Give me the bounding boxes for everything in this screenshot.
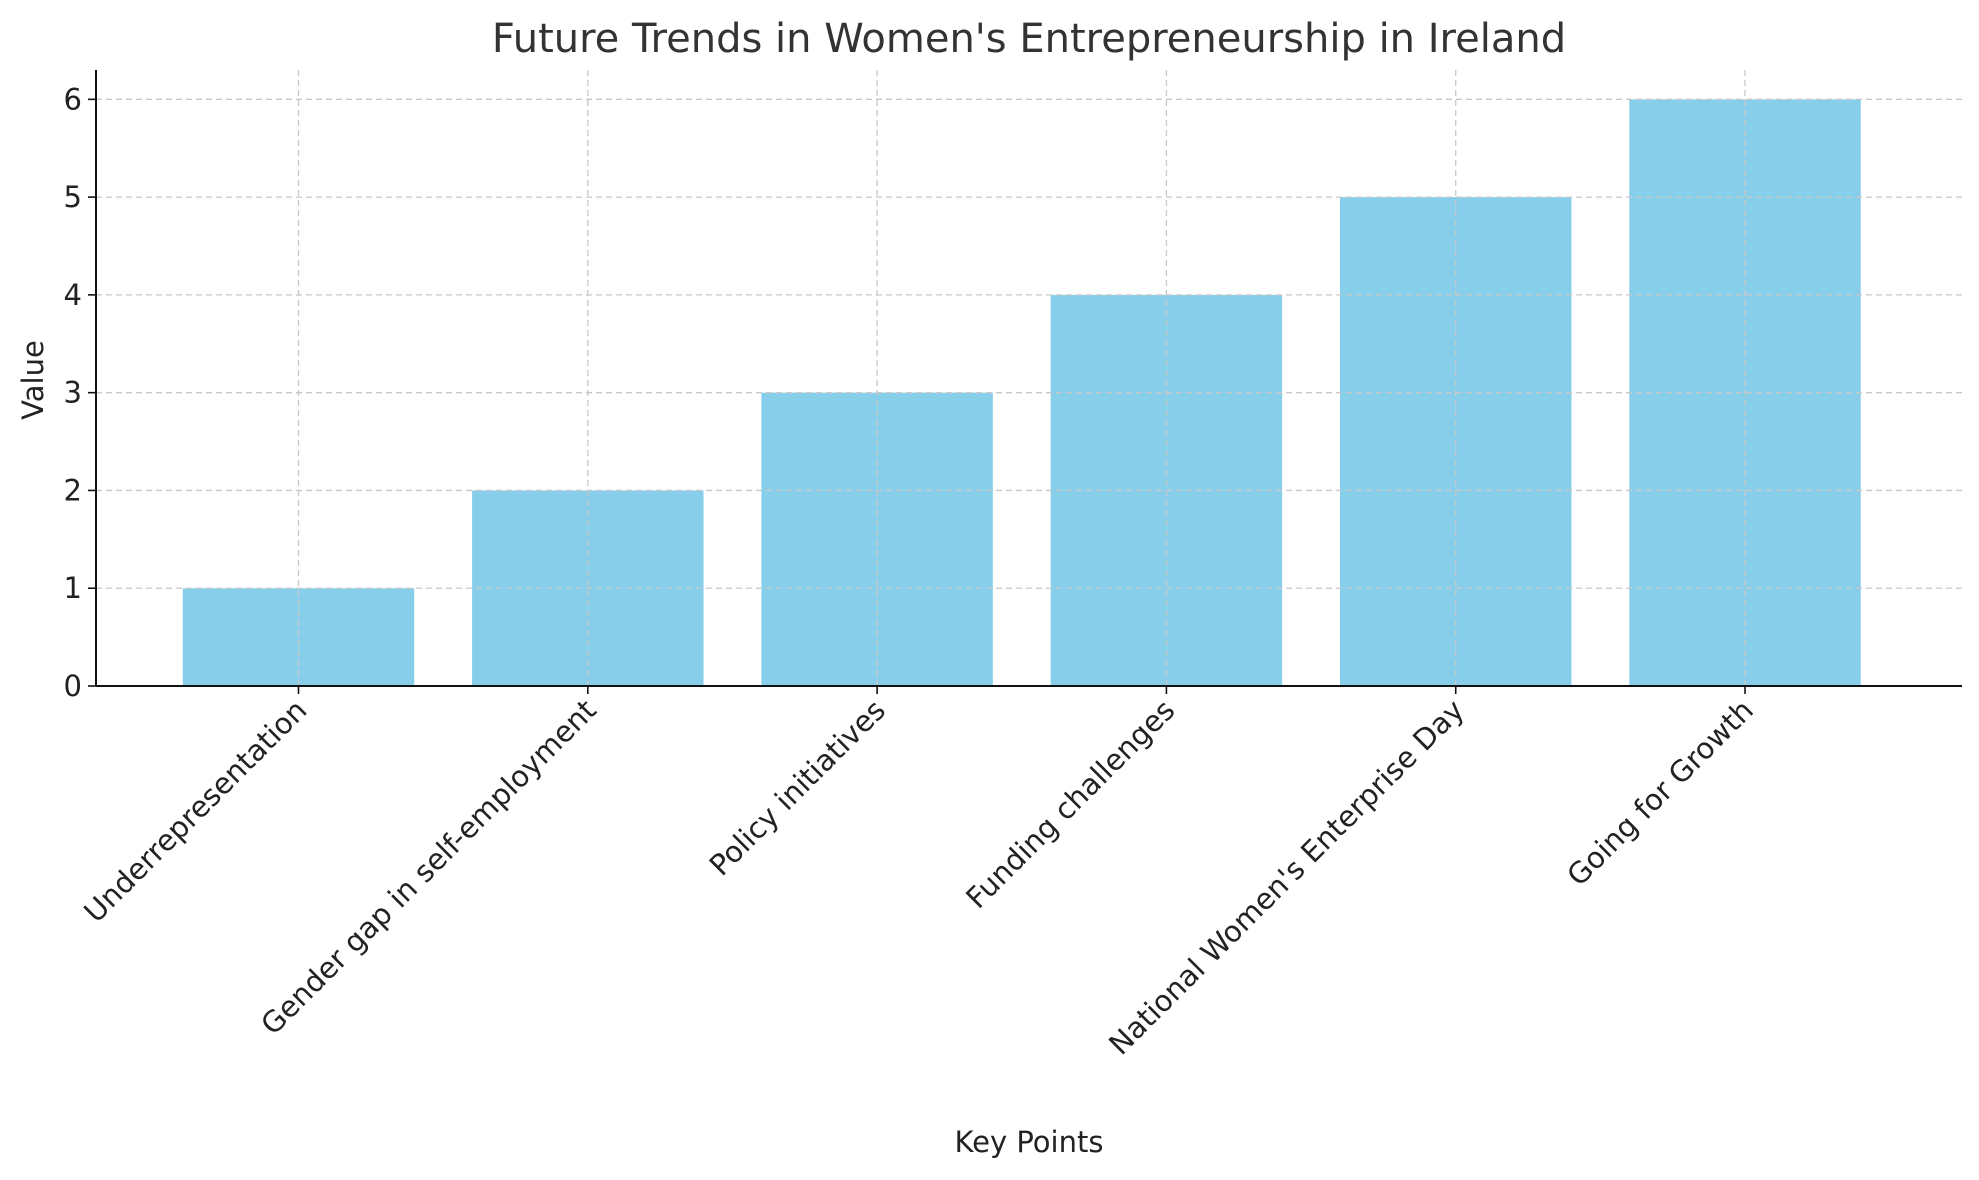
x-tick-label-1: Underrepresentation xyxy=(77,693,313,929)
y-tick-label-5: 5 xyxy=(64,180,82,214)
axes xyxy=(88,70,1962,694)
x-tick-label-2: Gender gap in self-employment xyxy=(254,693,603,1042)
x-axis-label: Key Points xyxy=(955,1125,1104,1159)
y-tick-label-1: 1 xyxy=(64,571,82,605)
y-tick-label-6: 6 xyxy=(64,82,82,116)
y-tick-label-0: 0 xyxy=(64,669,82,703)
y-tick-label-4: 4 xyxy=(64,278,82,312)
x-tick-label-4: Funding challenges xyxy=(959,693,1181,915)
y-tick-label-3: 3 xyxy=(64,376,82,410)
y-axis-label: Value xyxy=(16,340,50,420)
chart-title: Future Trends in Women's Entrepreneurshi… xyxy=(492,16,1566,62)
grid xyxy=(96,70,1962,686)
x-tick-label-5: National Women's Enterprise Day xyxy=(1102,693,1471,1062)
x-tick-label-3: Policy initiatives xyxy=(703,693,892,882)
x-tick-label-6: Going for Growth xyxy=(1560,693,1760,893)
y-tick-label-2: 2 xyxy=(64,473,82,507)
